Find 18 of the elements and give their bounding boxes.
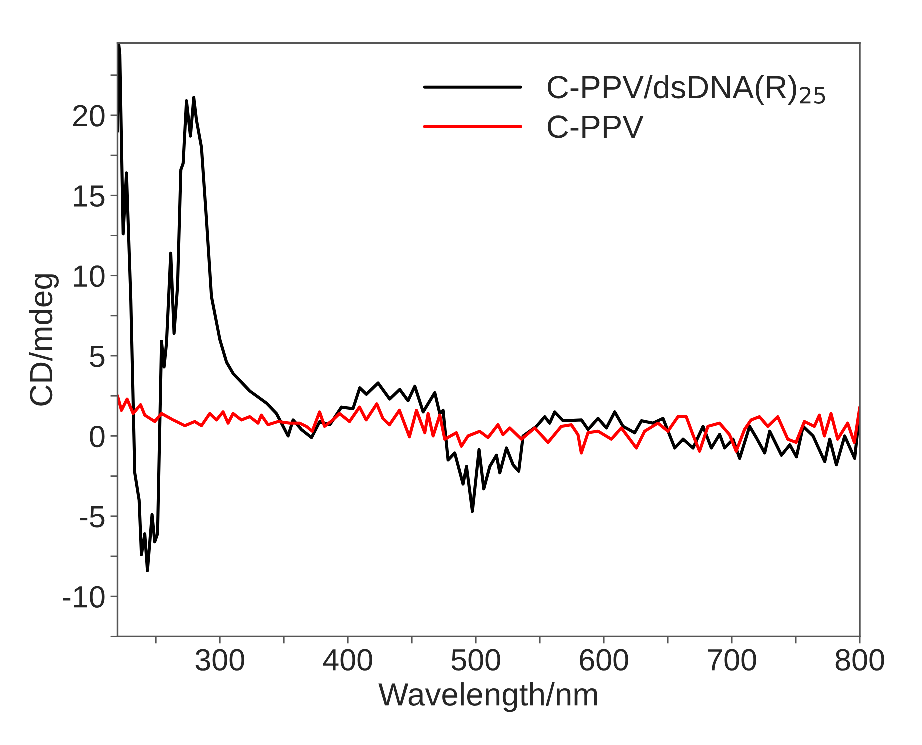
x-tick-label: 700 bbox=[708, 649, 756, 671]
y-tick-label: 0 bbox=[90, 426, 105, 448]
y-tick-label: -5 bbox=[80, 506, 105, 528]
y-axis-title: CD/mdeg bbox=[29, 274, 59, 406]
x-tick-label: 500 bbox=[452, 649, 500, 671]
y-tick-label: 20 bbox=[73, 105, 105, 127]
x-tick-label: 800 bbox=[836, 649, 884, 671]
line-series bbox=[118, 394, 860, 455]
y-tick-label: 5 bbox=[90, 346, 105, 368]
y-tick-label: 15 bbox=[74, 186, 105, 208]
x-tick-label: 600 bbox=[580, 649, 628, 671]
x-tick-label: 400 bbox=[323, 649, 372, 671]
x-tick-label: 300 bbox=[196, 649, 244, 671]
legend-label: C-PPV/dsDNA(R)$_{25}$ bbox=[548, 75, 826, 105]
legend-label: C-PPV bbox=[548, 116, 644, 138]
y-tick-label: -10 bbox=[63, 586, 105, 608]
x-axis-title: Wavelength/nm bbox=[378, 682, 598, 712]
y-tick-label: 10 bbox=[74, 266, 105, 288]
